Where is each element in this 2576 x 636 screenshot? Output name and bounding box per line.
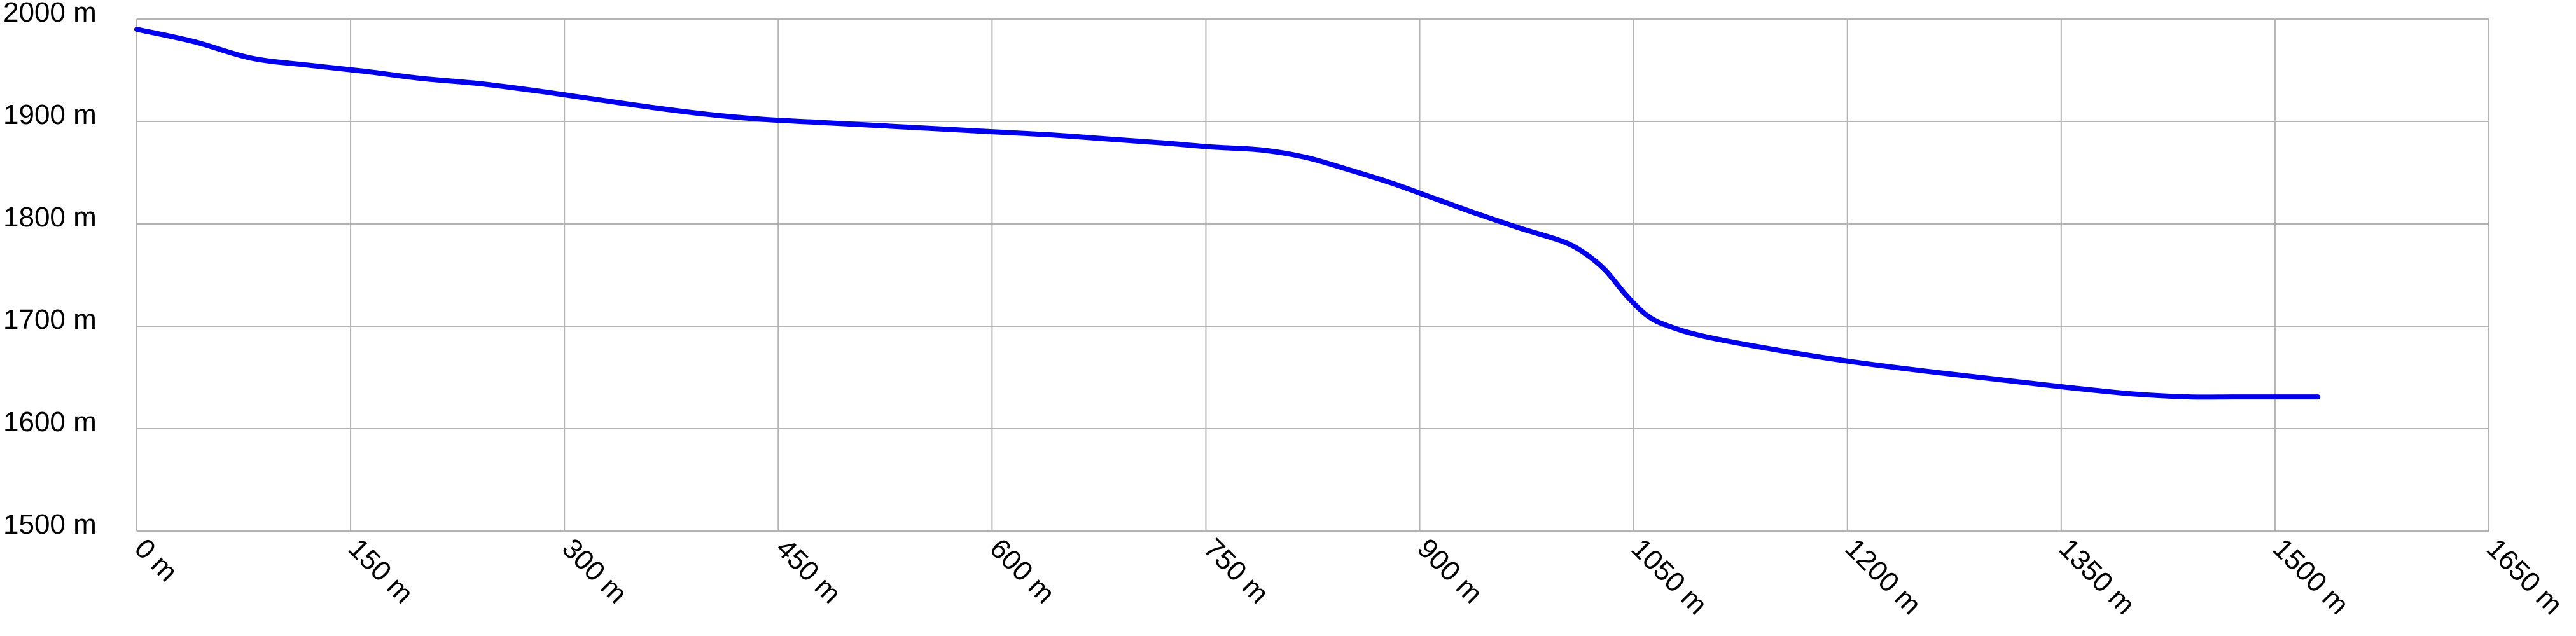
y-axis-tick-labels: 1500 m 1600 m 1700 m 1800 m 1900 m 2000 m <box>3 0 97 540</box>
x-tick-label: 150 m <box>342 532 419 609</box>
y-tick-label: 2000 m <box>3 0 97 28</box>
elevation-profile-line <box>134 27 2321 400</box>
y-tick-label: 1800 m <box>3 202 97 233</box>
x-tick-label: 1650 m <box>2481 532 2568 620</box>
series-layer <box>134 27 2321 400</box>
x-tick-label: 1200 m <box>1839 532 1927 620</box>
x-axis-tick-labels: 0 m 150 m 300 m 450 m 600 m 750 m 900 m 1050 m 1… <box>129 532 2568 620</box>
x-tick-label: 0 m <box>129 532 184 588</box>
x-tick-label: 450 m <box>770 532 847 609</box>
y-tick-label: 1700 m <box>3 304 97 335</box>
x-tick-label: 900 m <box>1411 532 1488 609</box>
y-tick-label: 1500 m <box>3 509 97 540</box>
x-tick-label: 1350 m <box>2053 532 2141 620</box>
vertical-gridlines <box>136 19 2489 531</box>
x-tick-label: 1050 m <box>1626 532 1713 620</box>
x-tick-label: 600 m <box>984 532 1061 609</box>
x-tick-label: 300 m <box>556 532 633 609</box>
y-tick-label: 1900 m <box>3 99 97 130</box>
x-tick-label: 1500 m <box>2267 532 2355 620</box>
x-tick-label: 750 m <box>1197 532 1274 609</box>
y-tick-label: 1600 m <box>3 406 97 438</box>
horizontal-gridlines <box>137 18 2489 532</box>
